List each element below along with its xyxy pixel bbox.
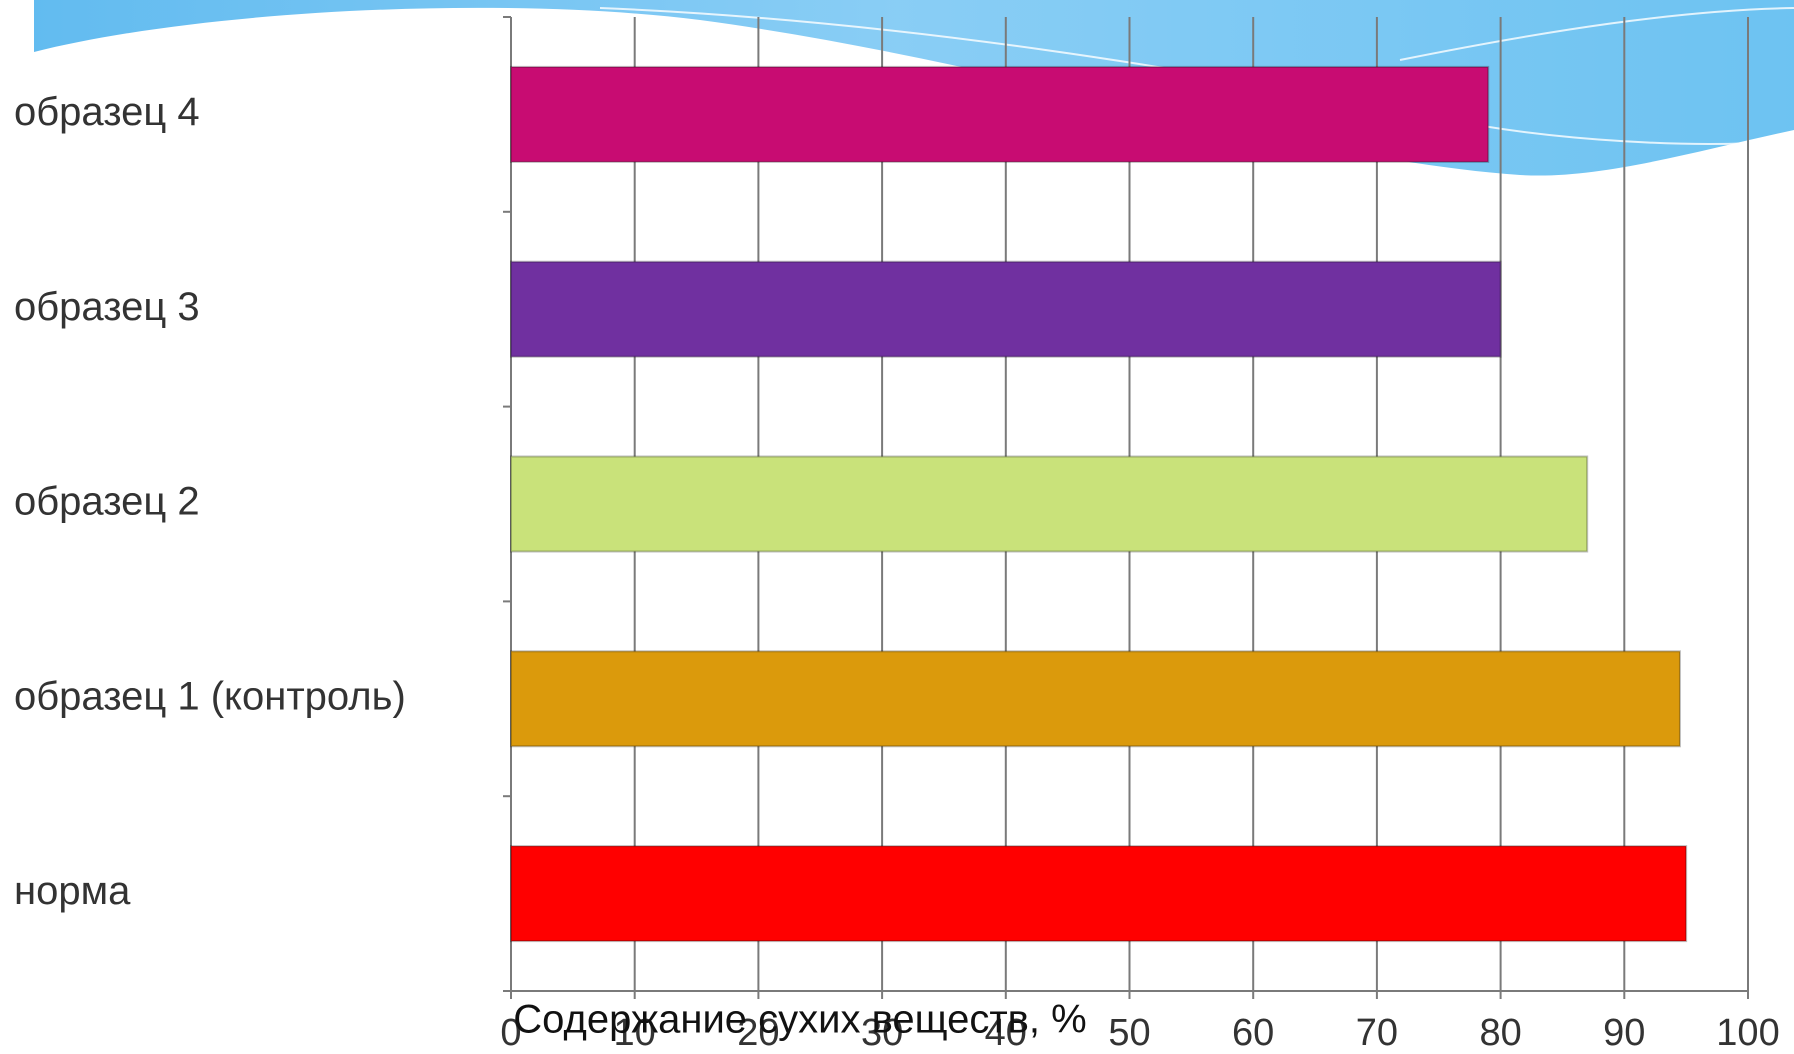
bar (510, 455, 1589, 553)
y-tick-label: образец 2 (14, 480, 200, 524)
x-tick-label: 0 (500, 1012, 521, 1054)
x-tick-label: 40 (985, 1012, 1027, 1054)
x-tick-label: 50 (1108, 1012, 1150, 1054)
x-tick-label: 80 (1479, 1012, 1521, 1054)
x-tick-label: 10 (614, 1012, 656, 1054)
x-tick-label: 60 (1232, 1012, 1274, 1054)
y-tick-label: образец 1 (контроль) (14, 674, 406, 718)
x-tick-label: 70 (1356, 1012, 1398, 1054)
x-tick-label: 90 (1603, 1012, 1645, 1054)
bar (510, 260, 1502, 358)
x-tick-label: 100 (1716, 1012, 1779, 1054)
y-tick-label: образец 3 (14, 285, 200, 329)
bar (510, 65, 1490, 163)
bar (510, 650, 1681, 748)
x-tick-label: 30 (861, 1012, 903, 1054)
y-tick-label: образец 4 (14, 90, 200, 134)
y-tick-label: норма (14, 869, 131, 913)
x-tick-label: 20 (737, 1012, 779, 1054)
bar (510, 845, 1688, 943)
axis-title: Содержание сухих веществ, % (513, 998, 1086, 1042)
